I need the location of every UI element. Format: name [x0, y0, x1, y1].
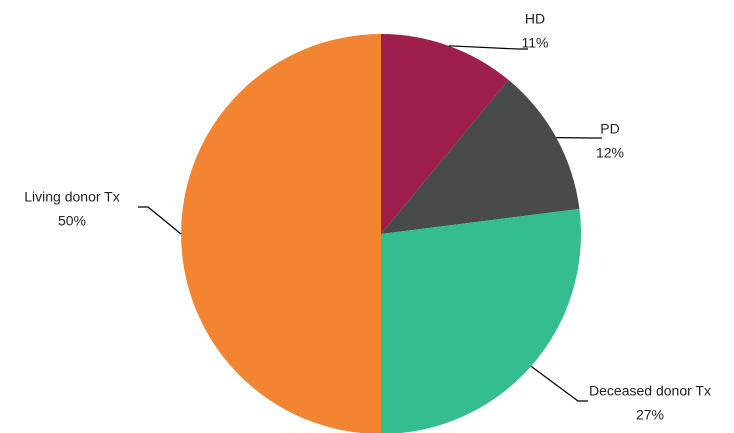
pie-slice [181, 34, 381, 433]
slice-label: PD [600, 121, 619, 137]
leader-line [530, 365, 588, 402]
slice-value-label: 12% [596, 145, 624, 161]
slice-value-label: 50% [58, 213, 86, 229]
slice-value-label: 27% [636, 407, 664, 423]
pie-slice [381, 34, 509, 234]
leader-line [448, 45, 528, 50]
slice-label: Deceased donor Tx [589, 383, 711, 399]
leader-line [138, 206, 182, 235]
slice-value-label: 11% [522, 35, 549, 51]
slice-label: Living donor Tx [24, 189, 119, 205]
pie-slice [381, 79, 580, 234]
slice-label: HD [525, 11, 545, 27]
pie-slice [381, 208, 581, 433]
